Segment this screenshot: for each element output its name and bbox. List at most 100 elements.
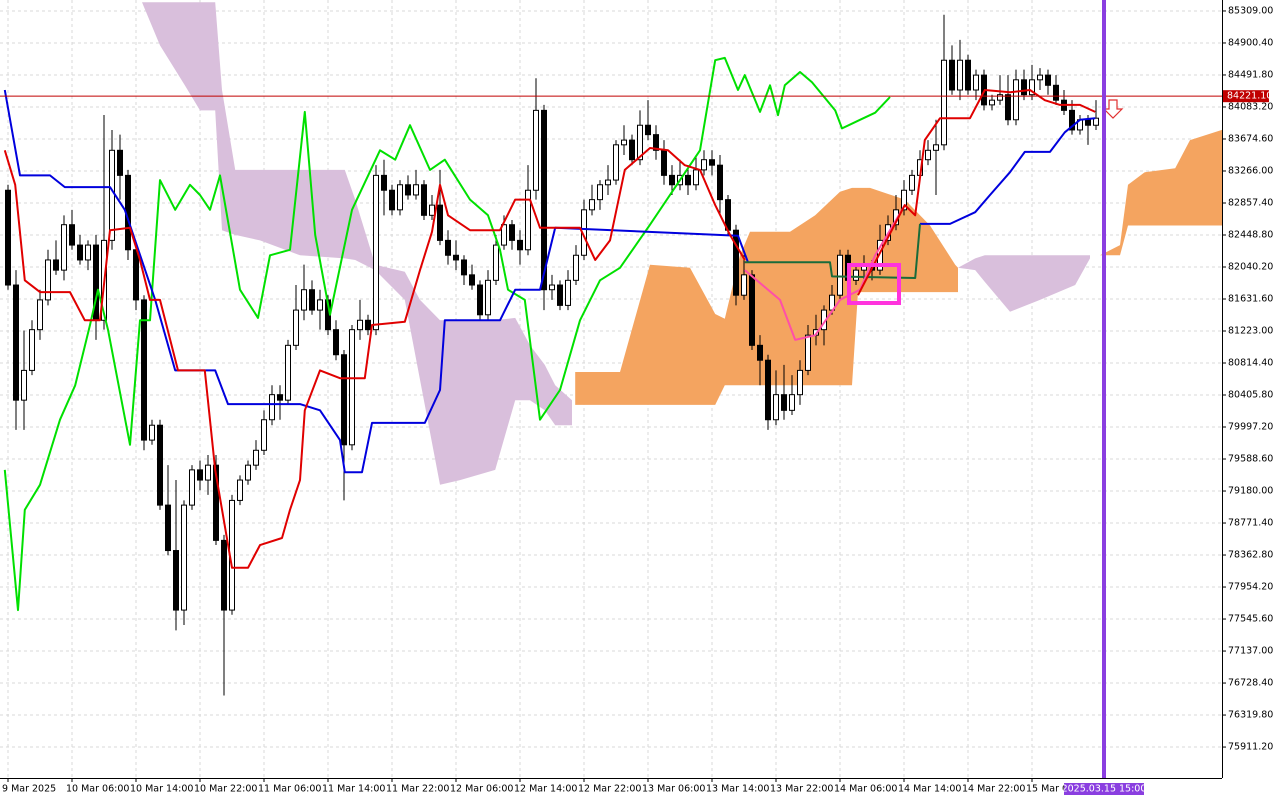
- candle-body: [173, 550, 179, 611]
- candle-body: [453, 254, 459, 261]
- candle-layer: [5, 14, 1099, 696]
- candle-body: [445, 239, 451, 256]
- candle-body: [45, 259, 51, 301]
- candle-body: [653, 134, 659, 151]
- y-tick-label: 76728.40: [1228, 678, 1273, 689]
- candle-body: [213, 464, 219, 541]
- x-tick-label: 9 Mar 2025: [2, 784, 56, 795]
- x-tick-label: 15 Mar 06:00: [1026, 784, 1089, 795]
- candle-body: [221, 539, 227, 611]
- candle-body: [1045, 74, 1051, 86]
- candle-body: [781, 394, 787, 411]
- candle-body: [341, 354, 347, 446]
- candle-body: [1005, 94, 1011, 121]
- candle-body: [29, 329, 35, 371]
- candle-body: [837, 254, 843, 296]
- candle-body: [525, 189, 531, 251]
- candle-body: [645, 124, 651, 136]
- candle-body: [733, 229, 739, 296]
- candle-body: [669, 174, 675, 186]
- x-tick-label: 10 Mar 22:00: [194, 784, 257, 795]
- candle-body: [381, 174, 387, 191]
- candle-body: [629, 139, 635, 161]
- candle-body: [789, 394, 795, 411]
- cloud-layer: [142, 2, 1222, 485]
- candle-body: [365, 319, 371, 331]
- candle-body: [501, 224, 507, 246]
- candle-body: [421, 184, 427, 216]
- candle-body: [805, 334, 811, 371]
- x-tick-label: 12 Mar 22:00: [578, 784, 641, 795]
- candle-body: [1069, 109, 1075, 131]
- candle-body: [1093, 117, 1099, 126]
- candle-body: [37, 299, 43, 331]
- candle-body: [901, 189, 907, 211]
- y-tick-label: 85309.00: [1228, 5, 1273, 16]
- x-tick-label: 13 Mar 06:00: [642, 784, 705, 795]
- y-tick-label: 80405.80: [1228, 390, 1273, 401]
- candle-body: [141, 299, 147, 441]
- candle-body: [61, 224, 67, 271]
- price-label-bg: [1223, 90, 1269, 103]
- candle-body: [965, 59, 971, 91]
- candle-body: [293, 309, 299, 346]
- candle-body: [533, 109, 539, 191]
- x-tick-label: 14 Mar 06:00: [834, 784, 897, 795]
- candle-body: [301, 289, 307, 311]
- candle-body: [709, 159, 715, 166]
- candle-body: [413, 184, 419, 196]
- x-tick-label: 10 Mar 14:00: [130, 784, 193, 795]
- candle-body: [565, 279, 571, 306]
- candle-body: [661, 149, 667, 176]
- candle-body: [909, 174, 915, 191]
- y-tick-label: 77137.00: [1228, 646, 1273, 657]
- time-marker-label: 2025.03.15 15:00: [1062, 784, 1147, 795]
- y-tick-label: 84900.40: [1228, 37, 1273, 48]
- y-tick-label: 79180.00: [1228, 486, 1273, 497]
- cloud: [1100, 129, 1222, 256]
- candle-body: [1029, 79, 1035, 96]
- candle-body: [485, 279, 491, 316]
- indicator-line: [744, 204, 906, 341]
- candle-body: [373, 174, 379, 331]
- x-tick-label: 13 Mar 14:00: [706, 784, 769, 795]
- candle-body: [773, 394, 779, 421]
- candle-body: [157, 424, 163, 506]
- x-tick-label: 10 Mar 06:00: [66, 784, 129, 795]
- candle-body: [333, 329, 339, 356]
- candle-body: [613, 144, 619, 181]
- candle-body: [541, 109, 547, 291]
- grid-layer: [0, 0, 1222, 778]
- candle-body: [133, 249, 139, 301]
- candle-body: [517, 239, 523, 251]
- candle-body: [5, 189, 11, 286]
- candle-body: [637, 124, 643, 161]
- y-tick-label: 83674.60: [1228, 133, 1273, 144]
- candle-body: [1037, 74, 1043, 81]
- x-tick-label: 12 Mar 14:00: [514, 784, 577, 795]
- candle-body: [269, 394, 275, 421]
- candle-body: [989, 99, 995, 106]
- candle-body: [77, 244, 83, 261]
- candle-body: [741, 274, 747, 296]
- candle-body: [957, 59, 963, 91]
- candle-body: [877, 239, 883, 271]
- y-tick-label: 79588.60: [1228, 454, 1273, 465]
- candle-body: [109, 149, 115, 241]
- candle-body: [117, 149, 123, 176]
- candle-body: [277, 394, 283, 401]
- candle-body: [349, 329, 355, 446]
- indicator-line: [3, 56, 891, 612]
- x-tick-label: 13 Mar 22:00: [770, 784, 833, 795]
- x-tick-label: 11 Mar 14:00: [322, 784, 385, 795]
- candle-body: [397, 184, 403, 211]
- x-tick-label: 14 Mar 14:00: [898, 784, 961, 795]
- candle-body: [493, 244, 499, 281]
- candle-body: [693, 169, 699, 186]
- candle-body: [357, 319, 363, 331]
- candle-body: [925, 149, 931, 161]
- candle-body: [13, 284, 19, 401]
- candle-body: [757, 344, 763, 361]
- y-tick-label: 82857.40: [1228, 197, 1273, 208]
